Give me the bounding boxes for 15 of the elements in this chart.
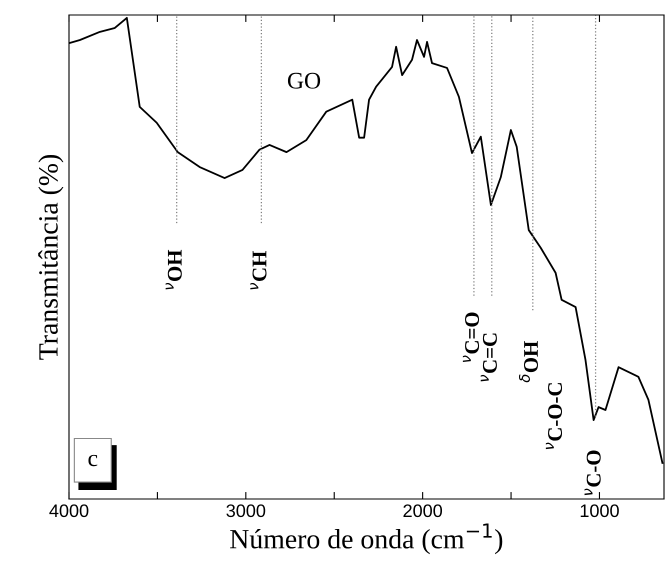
x-tick-label: 2000 xyxy=(403,504,442,518)
x-tick-label: 3000 xyxy=(226,504,266,518)
x-tick-label: 1000 xyxy=(580,504,619,518)
ref-line-label: $^{ν}$OH xyxy=(166,250,182,290)
ref-line-label: $^{ν}$C=O xyxy=(462,312,480,362)
ref-line-label: $^{ν}$C=C xyxy=(480,334,497,382)
x-axis-title: Número de onda (cm$^{−1}$) xyxy=(230,523,502,554)
annotation: $^{ν}$C-O-C xyxy=(546,383,562,450)
annotation: GO xyxy=(288,72,320,89)
ref-line-label: $^{δ}$OH xyxy=(518,341,538,382)
ref-line-label: $^{ν}$CH xyxy=(250,251,267,290)
ref-line-label: $^{ν}$C-O xyxy=(584,450,601,496)
annotation: c xyxy=(88,454,98,466)
y-axis-title: Transmitância (%) xyxy=(38,154,64,360)
x-tick-label: 4000 xyxy=(49,504,88,518)
